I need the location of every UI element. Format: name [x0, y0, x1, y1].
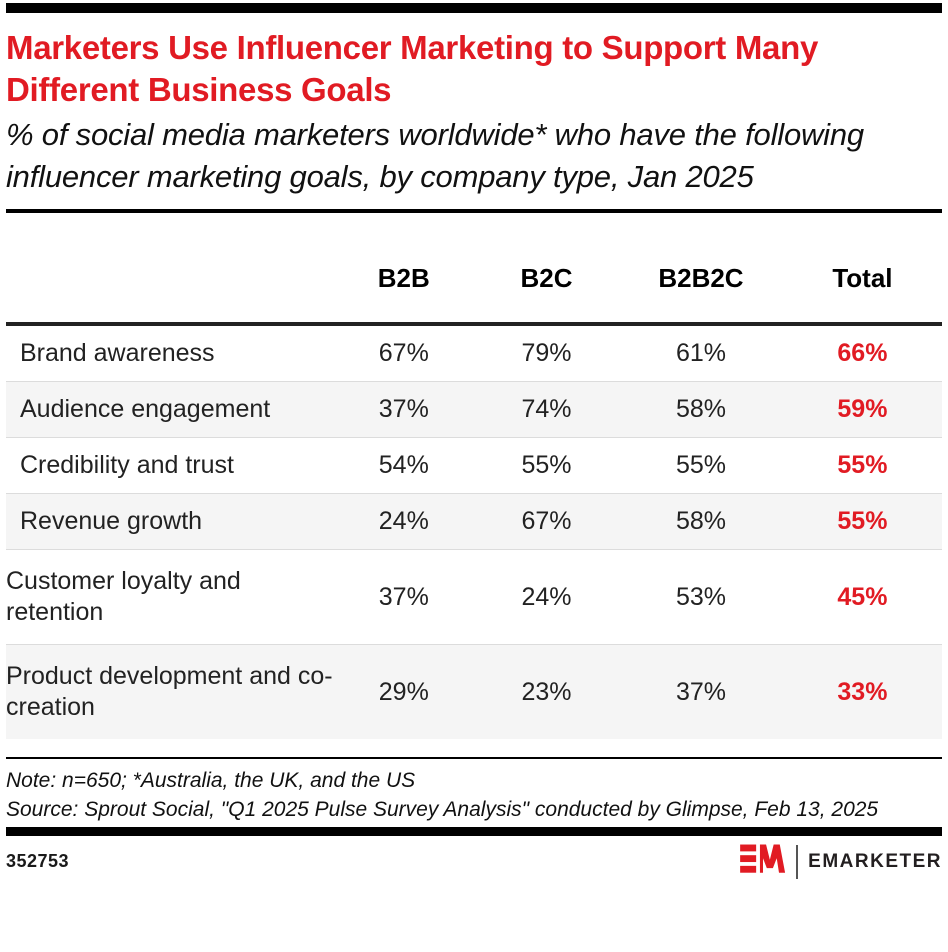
row-label: Brand awareness — [20, 339, 215, 367]
note-divider-line — [6, 757, 942, 759]
row-label: Credibility and trust — [20, 451, 234, 479]
logo-divider — [796, 844, 799, 879]
header-cell-b2b2c: B2B2C — [658, 263, 744, 293]
row-label: Revenue growth — [20, 507, 203, 535]
cell-b2c: 55% — [521, 451, 572, 479]
bottom-black-bar — [6, 827, 942, 836]
cell-b2b2c: 58% — [675, 395, 726, 423]
table-row: Brand awareness 67% 79% 61% 66% — [6, 324, 942, 382]
cell-b2b: 29% — [378, 677, 429, 706]
cell-b2c: 23% — [521, 677, 572, 706]
header-cell-b2c: B2C — [520, 263, 573, 293]
cell-b2b: 54% — [378, 451, 429, 479]
cell-b2b2c: 37% — [675, 677, 726, 706]
chart-number: 352753 — [6, 851, 70, 871]
table-row: Revenue growth 24% 67% 58% 55% — [6, 493, 942, 550]
source-text: Source: Sprout Social, "Q1 2025 Pulse Su… — [6, 798, 879, 821]
cell-b2c: 67% — [521, 507, 572, 535]
subtitle-divider-line — [6, 209, 942, 213]
cell-total: 45% — [837, 582, 888, 611]
emarketer-logo-icon — [740, 843, 786, 880]
header-cell-b2b: B2B — [377, 263, 430, 293]
row-label: Audience engagement — [20, 395, 271, 423]
brand-name: EMARKETER — [808, 850, 942, 872]
table-row: Credibility and trust 54% 55% 55% 55% — [6, 437, 942, 494]
brand-logo: EMARKETER — [740, 843, 942, 880]
table-row: Audience engagement 37% 74% 58% 59% — [6, 381, 942, 438]
table-row: Product development and co-creation 29% … — [6, 644, 942, 739]
cell-b2c: 24% — [521, 582, 572, 611]
footnotes: Note: n=650; *Australia, the UK, and the… — [6, 766, 942, 824]
cell-b2b2c: 61% — [675, 339, 726, 367]
chart-subtitle: % of social media marketers worldwide* w… — [6, 117, 864, 194]
cell-b2b: 37% — [378, 395, 429, 423]
header-cell-total: Total — [832, 263, 893, 293]
table-header-row: B2B B2C B2B2C Total — [6, 213, 942, 324]
note-text: Note: n=650; *Australia, the UK, and the… — [6, 769, 416, 792]
table-row: Customer loyalty and retention 37% 24% 5… — [6, 549, 942, 645]
table-body: Brand awareness 67% 79% 61% 66% Audience… — [6, 324, 942, 739]
row-label: Product development and co-creation — [6, 662, 333, 721]
goals-table: B2B B2C B2B2C Total Brand awareness 67% … — [6, 213, 942, 739]
cell-b2b2c: 53% — [675, 582, 726, 611]
table-header: B2B B2C B2B2C Total — [6, 213, 942, 324]
cell-total: 33% — [837, 677, 888, 706]
cell-b2c: 79% — [521, 339, 572, 367]
chart-page: Marketers Use Influencer Marketing to Su… — [0, 3, 948, 880]
cell-b2b: 37% — [378, 582, 429, 611]
cell-total: 55% — [837, 451, 888, 479]
cell-total: 55% — [837, 507, 888, 535]
cell-total: 59% — [837, 395, 888, 423]
cell-b2b2c: 55% — [675, 451, 726, 479]
cell-b2b: 67% — [378, 339, 429, 367]
footer: 352753 EMARKETER — [6, 836, 942, 880]
row-label: Customer loyalty and retention — [6, 567, 241, 626]
header-cell-empty — [6, 213, 334, 324]
cell-b2b2c: 58% — [675, 507, 726, 535]
cell-total: 66% — [837, 339, 888, 367]
chart-title: Marketers Use Influencer Marketing to Su… — [6, 29, 819, 108]
top-black-bar — [6, 3, 942, 13]
cell-b2c: 74% — [521, 395, 572, 423]
cell-b2b: 24% — [378, 507, 429, 535]
